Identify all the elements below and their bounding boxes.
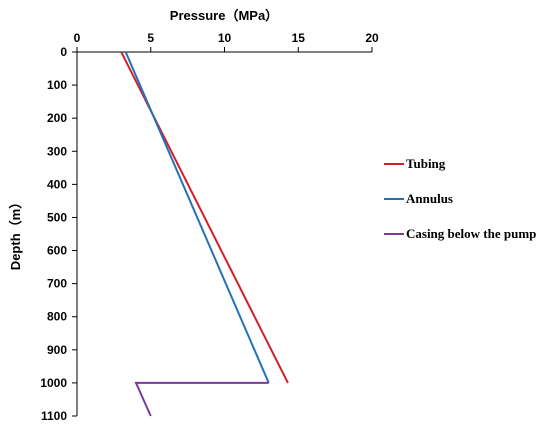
y-tick-label: 800 [47, 310, 67, 324]
legend-label-casing-below-the-pump: Casing below the pump [406, 226, 536, 241]
x-axis-ticks: 0 5 10 15 20 [74, 31, 379, 52]
y-tick-label: 0 [60, 45, 67, 59]
series-line-annulus [124, 51, 270, 384]
legend-label-annulus: Annulus [406, 191, 453, 206]
series-line-casing-below-the-pump [134, 381, 269, 417]
x-tick-label: 5 [147, 31, 154, 45]
x-tick-label: 20 [365, 31, 379, 45]
x-tick-label: 0 [74, 31, 81, 45]
y-tick-label: 500 [47, 210, 67, 224]
legend: Tubing Annulus Casing below the pump [384, 156, 536, 241]
y-axis-title: Depth（m） [8, 196, 23, 270]
y-tick-label: 300 [47, 144, 67, 158]
x-axis-title: Pressure（MPa） [170, 8, 278, 23]
y-tick-label: 400 [47, 177, 67, 191]
axes [76, 51, 372, 416]
y-tick-label: 200 [47, 111, 67, 125]
y-tick-label: 600 [47, 244, 67, 258]
y-tick-label: 1000 [40, 376, 67, 390]
plot-area [120, 51, 289, 417]
y-tick-label: 100 [47, 78, 67, 92]
x-tick-label: 15 [292, 31, 306, 45]
legend-label-tubing: Tubing [406, 156, 446, 171]
y-axis-ticks: 0 100 200 300 400 500 600 700 800 900 1000 1100 [40, 45, 77, 423]
y-tick-label: 900 [47, 343, 67, 357]
x-tick-label: 10 [218, 31, 232, 45]
y-tick-label: 1100 [41, 409, 67, 423]
y-tick-label: 700 [47, 277, 67, 291]
